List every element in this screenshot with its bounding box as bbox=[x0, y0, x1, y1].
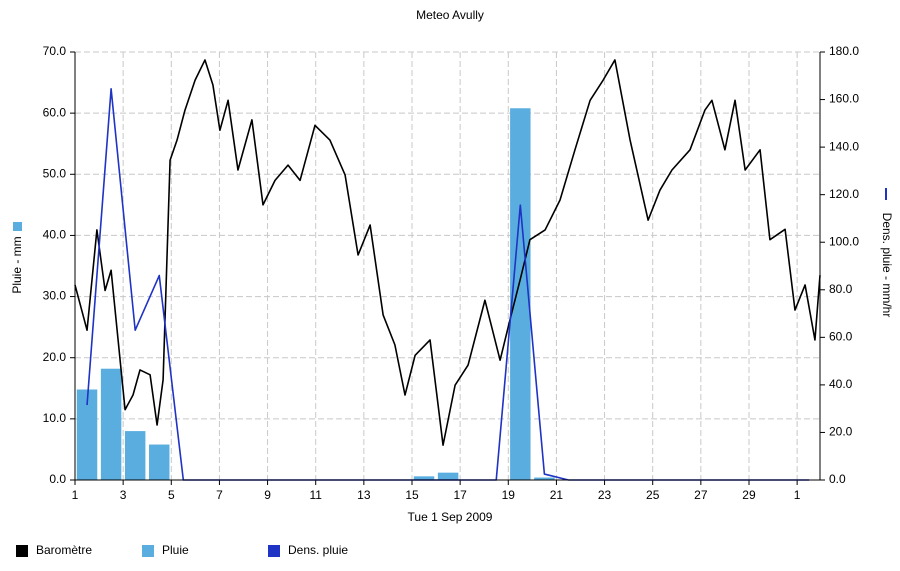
x-tick-label: 19 bbox=[502, 488, 516, 502]
legend-swatch bbox=[268, 545, 280, 557]
x-tick-label: 1 bbox=[72, 488, 79, 502]
bar bbox=[149, 444, 170, 480]
y-tick-label: 0.0 bbox=[49, 472, 66, 486]
y2-tick-label: 160.0 bbox=[829, 92, 859, 106]
y2-tick-label: 80.0 bbox=[829, 282, 853, 296]
bar bbox=[534, 477, 555, 480]
y-tick-label: 10.0 bbox=[43, 411, 67, 425]
y-tick-label: 30.0 bbox=[43, 289, 67, 303]
x-tick-label: 21 bbox=[550, 488, 564, 502]
y2-tick-label: 120.0 bbox=[829, 187, 859, 201]
x-tick-label: 29 bbox=[742, 488, 756, 502]
y2-tick-label: 180.0 bbox=[829, 44, 859, 58]
legend-label: Pluie bbox=[162, 543, 189, 557]
x-tick-label: 27 bbox=[694, 488, 708, 502]
y-tick-label: 60.0 bbox=[43, 105, 67, 119]
y2-tick-label: 20.0 bbox=[829, 425, 853, 439]
x-tick-label: 1 bbox=[794, 488, 801, 502]
y2-tick-label: 60.0 bbox=[829, 330, 853, 344]
x-tick-label: 9 bbox=[264, 488, 271, 502]
y2-tick-label: 100.0 bbox=[829, 234, 859, 248]
legend-label: Baromètre bbox=[36, 543, 92, 557]
bar bbox=[100, 368, 122, 480]
bar bbox=[76, 389, 98, 480]
y-tick-label: 50.0 bbox=[43, 166, 67, 180]
x-tick-label: 13 bbox=[357, 488, 371, 502]
bar bbox=[124, 431, 146, 480]
legend-swatch bbox=[16, 545, 28, 557]
line bbox=[74, 59, 821, 446]
bar bbox=[413, 476, 435, 480]
x-tick-label: 25 bbox=[646, 488, 660, 502]
legend-label: Dens. pluie bbox=[288, 543, 348, 557]
y-axis-label: Pluie - mm bbox=[10, 236, 24, 293]
legend-swatch bbox=[142, 545, 154, 557]
x-tick-label: 7 bbox=[216, 488, 223, 502]
chart-title: Meteo Avully bbox=[416, 8, 484, 22]
y-axis-key bbox=[13, 222, 22, 231]
y2-tick-label: 40.0 bbox=[829, 377, 853, 391]
y2-axis-label: Dens. pluie - mm/hr bbox=[880, 213, 894, 318]
y2-tick-label: 140.0 bbox=[829, 139, 859, 153]
x-tick-label: 5 bbox=[168, 488, 175, 502]
y2-tick-label: 0.0 bbox=[829, 472, 846, 486]
y-tick-label: 20.0 bbox=[43, 350, 67, 364]
x-tick-label: 17 bbox=[453, 488, 467, 502]
x-axis-label: Tue 1 Sep 2009 bbox=[408, 510, 493, 524]
x-tick-label: 3 bbox=[120, 488, 127, 502]
x-tick-label: 11 bbox=[309, 488, 322, 502]
x-tick-label: 15 bbox=[405, 488, 419, 502]
y-tick-label: 70.0 bbox=[43, 44, 67, 58]
x-tick-label: 23 bbox=[598, 488, 612, 502]
bar bbox=[437, 472, 459, 480]
y-tick-label: 40.0 bbox=[43, 228, 67, 242]
bar bbox=[510, 108, 531, 480]
